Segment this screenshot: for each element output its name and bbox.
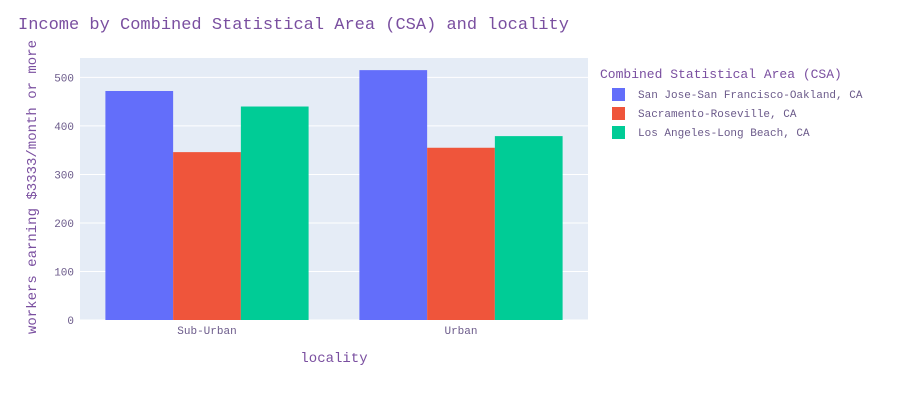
bar-urban-series-3 (494, 136, 563, 320)
y-tick-label: 500 (54, 73, 74, 85)
bar-sub-urban-series-3 (240, 106, 309, 320)
legend-swatch (612, 107, 625, 120)
y-tick-label: 0 (67, 316, 74, 328)
legend-item-label: Sacramento-Roseville, CA (638, 109, 797, 121)
y-tick-label: 200 (54, 219, 74, 231)
y-axis-ticks: 0 100 200 300 400 500 (54, 73, 74, 328)
legend-item-label: San Jose-San Francisco-Oakland, CA (638, 90, 863, 102)
y-tick-label: 300 (54, 170, 74, 182)
bar-urban-series-1 (359, 70, 428, 320)
legend-title: Combined Statistical Area (CSA) (600, 67, 842, 82)
bar-urban-series-2 (427, 147, 495, 320)
chart-title: Income by Combined Statistical Area (CSA… (18, 16, 569, 35)
legend-item-label: Los Angeles-Long Beach, CA (638, 128, 810, 140)
x-axis-ticks: Sub-Urban Urban (177, 326, 477, 338)
legend-swatch (612, 126, 625, 139)
y-tick-label: 400 (54, 122, 74, 134)
bar-sub-urban-series-2 (173, 152, 241, 320)
legend: Combined Statistical Area (CSA) San Jose… (600, 67, 863, 140)
x-tick-label: Sub-Urban (177, 326, 236, 338)
x-axis-title: locality (300, 351, 367, 367)
x-tick-label: Urban (444, 326, 477, 338)
bar-sub-urban-series-1 (105, 90, 174, 321)
legend-swatch (612, 88, 625, 101)
y-tick-label: 100 (54, 267, 74, 279)
bars (105, 70, 563, 321)
y-axis-title: workers earning $3333/month or more (25, 40, 41, 334)
